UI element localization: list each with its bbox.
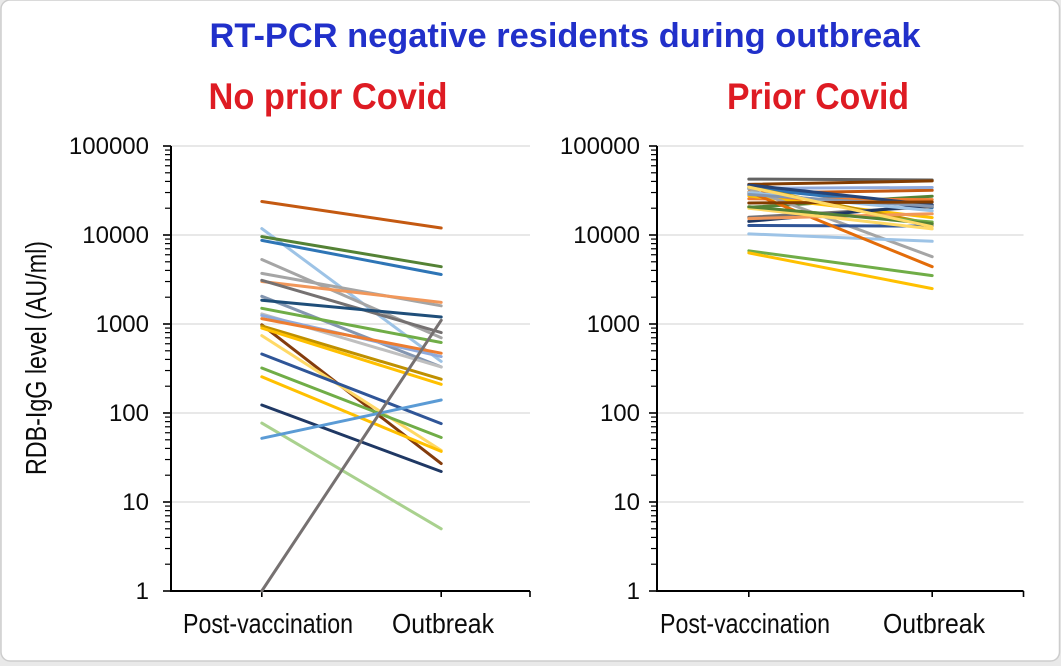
svg-text:Post-vaccination: Post-vaccination	[660, 608, 830, 639]
svg-text:Outbreak: Outbreak	[392, 608, 495, 639]
svg-text:100: 100	[600, 400, 640, 427]
svg-text:10: 10	[122, 489, 149, 516]
svg-text:10000: 10000	[82, 222, 149, 249]
svg-text:1000: 1000	[587, 311, 640, 338]
svg-text:10000: 10000	[573, 222, 640, 249]
svg-text:Prior Covid: Prior Covid	[727, 76, 909, 117]
svg-text:100000: 100000	[69, 133, 149, 160]
svg-text:No prior Covid: No prior Covid	[209, 76, 448, 117]
svg-text:1: 1	[136, 578, 149, 605]
svg-text:RDB-IgG level (AU/ml): RDB-IgG level (AU/ml)	[21, 241, 53, 475]
svg-text:1000: 1000	[96, 311, 149, 338]
svg-text:100000: 100000	[560, 133, 640, 160]
svg-text:Outbreak: Outbreak	[883, 608, 986, 639]
svg-text:1: 1	[627, 578, 640, 605]
svg-text:RT-PCR negative residents duri: RT-PCR negative residents during outbrea…	[210, 17, 921, 55]
svg-text:100: 100	[109, 400, 149, 427]
svg-text:Post-vaccination: Post-vaccination	[183, 608, 353, 639]
svg-text:10: 10	[613, 489, 640, 516]
